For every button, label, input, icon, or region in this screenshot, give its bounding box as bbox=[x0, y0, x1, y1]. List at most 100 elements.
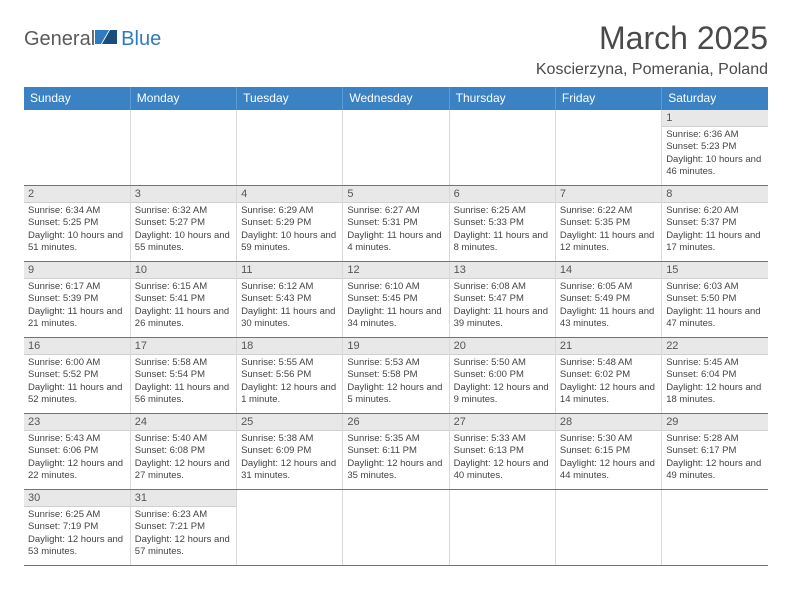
day-details: Sunrise: 5:53 AMSunset: 5:58 PMDaylight:… bbox=[343, 355, 448, 410]
sunset-text: Sunset: 6:06 PM bbox=[28, 445, 126, 457]
day-number: 9 bbox=[24, 262, 130, 279]
sunrise-text: Sunrise: 5:48 AM bbox=[560, 357, 657, 369]
weekday-header-row: Sunday Monday Tuesday Wednesday Thursday… bbox=[24, 87, 768, 110]
day-details: Sunrise: 6:32 AMSunset: 5:27 PMDaylight:… bbox=[131, 203, 236, 258]
day-details: Sunrise: 5:58 AMSunset: 5:54 PMDaylight:… bbox=[131, 355, 236, 410]
calendar-day-cell: 3Sunrise: 6:32 AMSunset: 5:27 PMDaylight… bbox=[130, 186, 236, 262]
day-details: Sunrise: 6:15 AMSunset: 5:41 PMDaylight:… bbox=[131, 279, 236, 334]
calendar-day-cell: 16Sunrise: 6:00 AMSunset: 5:52 PMDayligh… bbox=[24, 338, 130, 414]
sunrise-text: Sunrise: 5:30 AM bbox=[560, 433, 657, 445]
title-block: March 2025 Koscierzyna, Pomerania, Polan… bbox=[536, 20, 768, 79]
calendar-week-row: 30Sunrise: 6:25 AMSunset: 7:19 PMDayligh… bbox=[24, 490, 768, 566]
calendar-day-cell: 5Sunrise: 6:27 AMSunset: 5:31 PMDaylight… bbox=[343, 186, 449, 262]
calendar-day-cell bbox=[449, 110, 555, 186]
day-details: Sunrise: 6:08 AMSunset: 5:47 PMDaylight:… bbox=[450, 279, 555, 334]
day-details: Sunrise: 5:45 AMSunset: 6:04 PMDaylight:… bbox=[662, 355, 768, 410]
calendar-day-cell: 22Sunrise: 5:45 AMSunset: 6:04 PMDayligh… bbox=[662, 338, 768, 414]
day-number: 31 bbox=[131, 490, 236, 507]
sunrise-text: Sunrise: 6:10 AM bbox=[347, 281, 444, 293]
daylight-text: Daylight: 12 hours and 1 minute. bbox=[241, 382, 338, 407]
month-year-title: March 2025 bbox=[536, 20, 768, 57]
sunset-text: Sunset: 6:15 PM bbox=[560, 445, 657, 457]
sunrise-text: Sunrise: 6:23 AM bbox=[135, 509, 232, 521]
daylight-text: Daylight: 11 hours and 47 minutes. bbox=[666, 306, 764, 331]
day-number: 28 bbox=[556, 414, 661, 431]
daylight-text: Daylight: 10 hours and 55 minutes. bbox=[135, 230, 232, 255]
day-details: Sunrise: 5:28 AMSunset: 6:17 PMDaylight:… bbox=[662, 431, 768, 486]
daylight-text: Daylight: 12 hours and 57 minutes. bbox=[135, 534, 232, 559]
day-number: 13 bbox=[450, 262, 555, 279]
calendar-day-cell: 31Sunrise: 6:23 AMSunset: 7:21 PMDayligh… bbox=[130, 490, 236, 566]
calendar-week-row: 23Sunrise: 5:43 AMSunset: 6:06 PMDayligh… bbox=[24, 414, 768, 490]
day-number: 1 bbox=[662, 110, 768, 127]
sunset-text: Sunset: 5:52 PM bbox=[28, 369, 126, 381]
sunrise-text: Sunrise: 6:20 AM bbox=[666, 205, 764, 217]
daylight-text: Daylight: 11 hours and 52 minutes. bbox=[28, 382, 126, 407]
sunrise-text: Sunrise: 6:25 AM bbox=[454, 205, 551, 217]
day-number: 4 bbox=[237, 186, 342, 203]
calendar-day-cell: 13Sunrise: 6:08 AMSunset: 5:47 PMDayligh… bbox=[449, 262, 555, 338]
sunset-text: Sunset: 5:29 PM bbox=[241, 217, 338, 229]
day-number: 25 bbox=[237, 414, 342, 431]
daylight-text: Daylight: 12 hours and 44 minutes. bbox=[560, 458, 657, 483]
calendar-day-cell: 20Sunrise: 5:50 AMSunset: 6:00 PMDayligh… bbox=[449, 338, 555, 414]
sunrise-text: Sunrise: 6:08 AM bbox=[454, 281, 551, 293]
calendar-day-cell: 8Sunrise: 6:20 AMSunset: 5:37 PMDaylight… bbox=[662, 186, 768, 262]
daylight-text: Daylight: 11 hours and 26 minutes. bbox=[135, 306, 232, 331]
day-details: Sunrise: 5:33 AMSunset: 6:13 PMDaylight:… bbox=[450, 431, 555, 486]
calendar-day-cell bbox=[555, 110, 661, 186]
calendar-day-cell bbox=[24, 110, 130, 186]
sunset-text: Sunset: 5:50 PM bbox=[666, 293, 764, 305]
day-details: Sunrise: 5:40 AMSunset: 6:08 PMDaylight:… bbox=[131, 431, 236, 486]
calendar-day-cell bbox=[555, 490, 661, 566]
day-details: Sunrise: 6:25 AMSunset: 5:33 PMDaylight:… bbox=[450, 203, 555, 258]
day-number: 7 bbox=[556, 186, 661, 203]
sunrise-text: Sunrise: 6:00 AM bbox=[28, 357, 126, 369]
sunrise-text: Sunrise: 6:29 AM bbox=[241, 205, 338, 217]
calendar-week-row: 9Sunrise: 6:17 AMSunset: 5:39 PMDaylight… bbox=[24, 262, 768, 338]
day-number: 20 bbox=[450, 338, 555, 355]
day-number: 10 bbox=[131, 262, 236, 279]
day-details: Sunrise: 5:43 AMSunset: 6:06 PMDaylight:… bbox=[24, 431, 130, 486]
day-number: 14 bbox=[556, 262, 661, 279]
sunset-text: Sunset: 6:00 PM bbox=[454, 369, 551, 381]
calendar-day-cell bbox=[662, 490, 768, 566]
sunset-text: Sunset: 5:47 PM bbox=[454, 293, 551, 305]
daylight-text: Daylight: 11 hours and 34 minutes. bbox=[347, 306, 444, 331]
location-subtitle: Koscierzyna, Pomerania, Poland bbox=[536, 61, 768, 79]
daylight-text: Daylight: 11 hours and 21 minutes. bbox=[28, 306, 126, 331]
day-number: 19 bbox=[343, 338, 448, 355]
daylight-text: Daylight: 11 hours and 56 minutes. bbox=[135, 382, 232, 407]
sunrise-text: Sunrise: 5:35 AM bbox=[347, 433, 444, 445]
sunrise-text: Sunrise: 5:58 AM bbox=[135, 357, 232, 369]
daylight-text: Daylight: 12 hours and 27 minutes. bbox=[135, 458, 232, 483]
sunrise-text: Sunrise: 6:03 AM bbox=[666, 281, 764, 293]
day-details: Sunrise: 6:00 AMSunset: 5:52 PMDaylight:… bbox=[24, 355, 130, 410]
sunrise-text: Sunrise: 6:34 AM bbox=[28, 205, 126, 217]
sunrise-text: Sunrise: 5:40 AM bbox=[135, 433, 232, 445]
day-details: Sunrise: 5:38 AMSunset: 6:09 PMDaylight:… bbox=[237, 431, 342, 486]
sunrise-text: Sunrise: 6:25 AM bbox=[28, 509, 126, 521]
daylight-text: Daylight: 12 hours and 18 minutes. bbox=[666, 382, 764, 407]
calendar-day-cell: 9Sunrise: 6:17 AMSunset: 5:39 PMDaylight… bbox=[24, 262, 130, 338]
daylight-text: Daylight: 10 hours and 46 minutes. bbox=[666, 154, 764, 179]
sunrise-text: Sunrise: 5:43 AM bbox=[28, 433, 126, 445]
day-details: Sunrise: 6:29 AMSunset: 5:29 PMDaylight:… bbox=[237, 203, 342, 258]
calendar-day-cell: 7Sunrise: 6:22 AMSunset: 5:35 PMDaylight… bbox=[555, 186, 661, 262]
day-number: 22 bbox=[662, 338, 768, 355]
calendar-table: Sunday Monday Tuesday Wednesday Thursday… bbox=[24, 87, 768, 566]
sunset-text: Sunset: 5:25 PM bbox=[28, 217, 126, 229]
daylight-text: Daylight: 11 hours and 17 minutes. bbox=[666, 230, 764, 255]
sunrise-text: Sunrise: 6:17 AM bbox=[28, 281, 126, 293]
day-details: Sunrise: 5:30 AMSunset: 6:15 PMDaylight:… bbox=[556, 431, 661, 486]
sunrise-text: Sunrise: 6:36 AM bbox=[666, 129, 764, 141]
sunset-text: Sunset: 5:45 PM bbox=[347, 293, 444, 305]
day-number: 2 bbox=[24, 186, 130, 203]
calendar-day-cell: 2Sunrise: 6:34 AMSunset: 5:25 PMDaylight… bbox=[24, 186, 130, 262]
sunrise-text: Sunrise: 5:45 AM bbox=[666, 357, 764, 369]
calendar-week-row: 2 Sunrise: 6:34 AMSunset: 5:25 PM Daylight… bbox=[24, 186, 768, 262]
sunset-text: Sunset: 5:43 PM bbox=[241, 293, 338, 305]
sunrise-text: Sunrise: 6:05 AM bbox=[560, 281, 657, 293]
day-number: 30 bbox=[24, 490, 130, 507]
day-number: 15 bbox=[662, 262, 768, 279]
